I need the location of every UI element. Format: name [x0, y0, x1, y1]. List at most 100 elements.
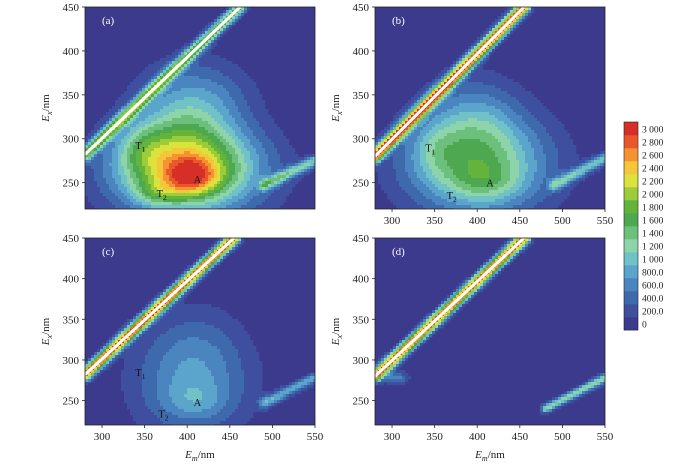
heatmap-cell [549, 151, 553, 155]
heatmap-cell [169, 103, 173, 107]
heatmap-cell [253, 163, 257, 167]
heatmap-cell [250, 181, 254, 185]
heatmap-cell [196, 193, 200, 197]
heatmap-cell [118, 205, 122, 209]
heatmap-cell [399, 151, 403, 155]
heatmap-cell [295, 157, 299, 161]
heatmap-cell [178, 49, 182, 53]
heatmap-cell [133, 118, 137, 122]
heatmap-cell [429, 145, 433, 149]
heatmap-cell [211, 22, 215, 26]
heatmap-cell [163, 112, 167, 116]
heatmap-cell [486, 124, 490, 128]
heatmap-cell [175, 157, 179, 161]
heatmap-cell [190, 199, 194, 203]
heatmap-cell [510, 100, 514, 104]
heatmap-cell [471, 70, 475, 74]
heatmap-cell [423, 136, 427, 140]
heatmap-cell [492, 139, 496, 143]
heatmap-cell [259, 163, 263, 167]
heatmap-cell [420, 142, 424, 146]
heatmap-cell [507, 16, 511, 20]
heatmap-cell [501, 88, 505, 92]
heatmap-cell [112, 142, 116, 146]
heatmap-cell [178, 94, 182, 98]
heatmap-cell [501, 130, 505, 134]
heatmap-cell [501, 31, 505, 35]
heatmap-cell [471, 130, 475, 134]
heatmap-cell [220, 118, 224, 122]
heatmap-cell [444, 157, 448, 161]
heatmap-cell [139, 202, 143, 206]
heatmap-cell [438, 142, 442, 146]
heatmap-cell [184, 124, 188, 128]
heatmap-cell [130, 112, 134, 116]
heatmap-cell [423, 142, 427, 146]
heatmap-cell [169, 88, 173, 92]
heatmap-cell [459, 112, 463, 116]
heatmap-cell [283, 166, 287, 170]
heatmap-cell [531, 160, 535, 164]
heatmap-cell [489, 127, 493, 131]
heatmap-cell [142, 184, 146, 188]
heatmap-cell [310, 169, 314, 173]
heatmap-cell [516, 160, 520, 164]
heatmap-cell [253, 208, 257, 209]
heatmap-cell [310, 160, 314, 164]
heatmap-cell [178, 205, 182, 209]
heatmap-cell [244, 202, 248, 206]
heatmap-cell [301, 172, 305, 176]
heatmap-cell [145, 205, 149, 209]
heatmap-cell [232, 142, 236, 146]
heatmap-cell [85, 172, 89, 176]
heatmap-cell [157, 139, 161, 143]
heatmap-cell [214, 181, 218, 185]
heatmap-cell [378, 160, 382, 164]
heatmap-cell [238, 115, 242, 119]
heatmap-cell [91, 187, 95, 191]
heatmap-cell [441, 109, 445, 113]
heatmap-cell [118, 106, 122, 110]
heatmap-cell [396, 124, 400, 128]
heatmap-cell [525, 112, 529, 116]
heatmap-cell [235, 16, 239, 20]
heatmap-cell [465, 97, 469, 101]
heatmap-cell [277, 205, 281, 209]
heatmap-cell [522, 130, 526, 134]
heatmap-cell [259, 160, 263, 164]
heatmap-cell [208, 55, 212, 59]
heatmap-cell [100, 142, 104, 146]
heatmap-cell [208, 67, 212, 71]
heatmap-cell [241, 100, 245, 104]
heatmap-cell [531, 145, 535, 149]
heatmap-cell [420, 94, 424, 98]
heatmap-cell [124, 163, 128, 167]
heatmap-cell [217, 130, 221, 134]
heatmap-cell [462, 106, 466, 110]
heatmap-cell [133, 166, 137, 170]
heatmap-cell [552, 130, 556, 134]
heatmap-cell [187, 169, 191, 173]
heatmap-cell [112, 205, 116, 209]
heatmap-cell [139, 88, 143, 92]
heatmap-cell [85, 139, 89, 143]
heatmap-cell [576, 157, 580, 161]
heatmap-cell [235, 202, 239, 206]
heatmap-cell [543, 124, 547, 128]
heatmap-cell [217, 22, 221, 26]
heatmap-cell [232, 97, 236, 101]
heatmap-cell [211, 73, 215, 77]
heatmap-cell [444, 115, 448, 119]
heatmap-cell [109, 178, 113, 182]
heatmap-cell [97, 175, 101, 179]
heatmap-cell [154, 151, 158, 155]
heatmap-cell [229, 67, 233, 71]
heatmap-cell [100, 199, 104, 203]
heatmap-cell [214, 151, 218, 155]
heatmap-cell [438, 121, 442, 125]
heatmap-cell [184, 55, 188, 59]
heatmap-cell [408, 112, 412, 116]
heatmap-cell [202, 133, 206, 137]
heatmap-cell [160, 205, 164, 209]
heatmap-cell [402, 163, 406, 167]
